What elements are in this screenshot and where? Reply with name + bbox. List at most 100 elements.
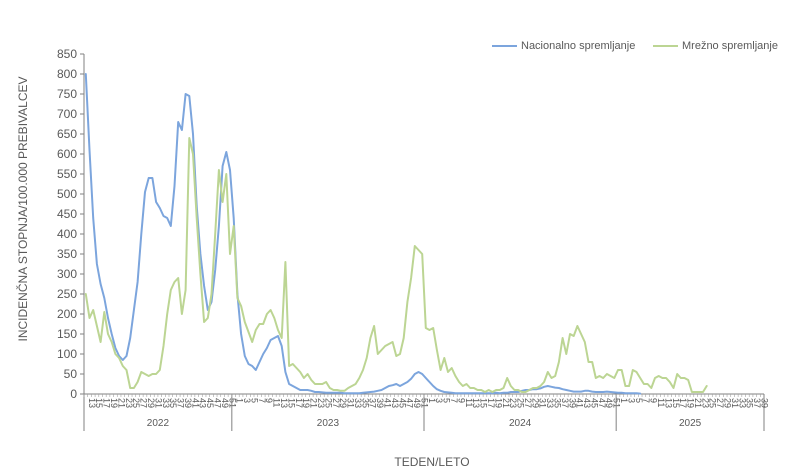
x-tick-label: 13 xyxy=(471,398,481,408)
x-tick-label: 13 xyxy=(87,398,97,408)
x-tick-label: 37 xyxy=(368,398,378,408)
x-tick-label: 19 xyxy=(493,398,503,408)
x-tick-label: 15 xyxy=(286,398,296,408)
x-tick-label: 43 xyxy=(390,398,400,408)
x-tick-label: 37 xyxy=(752,398,762,408)
series-line-nacionalno xyxy=(84,73,642,395)
x-tick-label: 15 xyxy=(94,398,104,408)
x-tick-label: 31 xyxy=(346,398,356,408)
y-tick-label: 200 xyxy=(57,307,77,321)
x-tick-label: 7 xyxy=(257,398,267,403)
x-tick-label: 1 xyxy=(235,398,245,403)
x-tick-label: 5 xyxy=(249,398,259,403)
y-tick-label: 100 xyxy=(57,347,77,361)
x-tick-label: 5 xyxy=(442,398,452,403)
year-label: 2022 xyxy=(147,418,170,429)
x-tick-label: 21 xyxy=(693,398,703,408)
y-axis-title: INCIDENČNA STOPNJA/100.000 PREBIVALCEV xyxy=(15,77,30,342)
x-tick-label: 43 xyxy=(198,398,208,408)
x-tick-label: 25 xyxy=(708,398,718,408)
x-tick-label: 37 xyxy=(560,398,570,408)
x-tick-label: 11 xyxy=(656,398,666,407)
x-tick-label: 19 xyxy=(301,398,311,408)
y-axis: 0 50 100 150 200 250 300 350 400 450 500 550 600 650 7… xyxy=(57,47,85,401)
y-tick-label: 400 xyxy=(57,227,77,241)
x-tick-label: 27 xyxy=(523,398,533,408)
y-tick-label: 850 xyxy=(57,47,77,61)
x-tick-label: 29 xyxy=(338,398,348,408)
x-tick-label: 11 xyxy=(272,398,282,407)
x-tick-label: 39 xyxy=(375,398,385,408)
x-tick-label: 29 xyxy=(146,398,156,408)
y-tick-label: 50 xyxy=(64,367,78,381)
year-label: 2024 xyxy=(509,418,532,429)
year-label: 2025 xyxy=(679,418,702,429)
x-tick-label: 3 xyxy=(242,398,252,403)
y-tick-label: 500 xyxy=(57,187,77,201)
x-tick-label: 21 xyxy=(309,398,319,408)
x-tick-label: 15 xyxy=(479,398,489,408)
x-tick-label: 25 xyxy=(131,398,141,408)
y-tick-label: 300 xyxy=(57,267,77,281)
x-tick-label: 47 xyxy=(213,398,223,408)
x-tick-label: 25 xyxy=(323,398,333,408)
x-tick-label: 5 xyxy=(634,398,644,403)
x-tick-label: 7 xyxy=(449,398,459,403)
y-tick-label: 700 xyxy=(57,107,77,121)
x-tick-label: 21 xyxy=(116,398,126,408)
x-tick-label: 49 xyxy=(604,398,614,408)
x-tick-label: 27 xyxy=(331,398,341,408)
x-tick-label: 11 xyxy=(464,398,474,407)
y-tick-label: 650 xyxy=(57,127,77,141)
x-tick-label: 47 xyxy=(597,398,607,408)
x-axis-title: TEDEN/LETO xyxy=(394,455,469,469)
legend-label-mrezno: Mrežno spremljanje xyxy=(682,40,778,52)
x-tick-label: 17 xyxy=(486,398,496,408)
y-tick-label: 250 xyxy=(57,287,77,301)
x-tick-label: 45 xyxy=(397,398,407,408)
x-tick-label: 47 xyxy=(405,398,415,408)
x-tick-label: 39 xyxy=(567,398,577,408)
x-tick-label: 41 xyxy=(383,398,393,408)
x-tick-label: 35 xyxy=(553,398,563,408)
x-tick-label: 9 xyxy=(649,398,659,403)
x-tick-label: 31 xyxy=(730,398,740,408)
x-tick-label: 9 xyxy=(264,398,274,403)
x-tick-label: 19 xyxy=(109,398,119,408)
x-tick-label: 45 xyxy=(589,398,599,408)
x-tick-label: 33 xyxy=(545,398,555,408)
x-tick-label: 19 xyxy=(686,398,696,408)
plot-lines xyxy=(84,73,708,395)
x-tick-label: 17 xyxy=(102,398,112,408)
x-tick-label: 33 xyxy=(353,398,363,408)
x-tick-label: 33 xyxy=(161,398,171,408)
x-tick-label: 13 xyxy=(279,398,289,408)
x-tick-label: 7 xyxy=(641,398,651,403)
x-tick-label: 27 xyxy=(139,398,149,408)
x-tick-label: 39 xyxy=(759,398,769,408)
x-tick-label: 37 xyxy=(176,398,186,408)
x-tick-label: 17 xyxy=(294,398,304,408)
x-tick-label: 13 xyxy=(663,398,673,408)
y-tick-label: 450 xyxy=(57,207,77,221)
x-tick-label: 21 xyxy=(501,398,511,408)
x-tick-label: 39 xyxy=(183,398,193,408)
x-tick-label: 3 xyxy=(434,398,444,403)
y-tick-label: 150 xyxy=(57,327,77,341)
x-tick-label: 29 xyxy=(530,398,540,408)
x-tick-label: 23 xyxy=(700,398,710,408)
x-tick-label: 23 xyxy=(508,398,518,408)
x-tick-label: 35 xyxy=(360,398,370,408)
y-tick-label: 0 xyxy=(70,387,77,401)
x-tick-label: 17 xyxy=(678,398,688,408)
x-tick-label: 35 xyxy=(168,398,178,408)
x-tick-label: 3 xyxy=(626,398,636,403)
x-tick-label: 23 xyxy=(316,398,326,408)
x-tick-label: 33 xyxy=(737,398,747,408)
x-tick-label: 15 xyxy=(671,398,681,408)
x-tick-label: 43 xyxy=(582,398,592,408)
x-tick-label: 31 xyxy=(538,398,548,408)
x-tick-label: 1 xyxy=(619,398,629,403)
y-tick-label: 600 xyxy=(57,147,77,161)
x-tick-label: 35 xyxy=(745,398,755,408)
